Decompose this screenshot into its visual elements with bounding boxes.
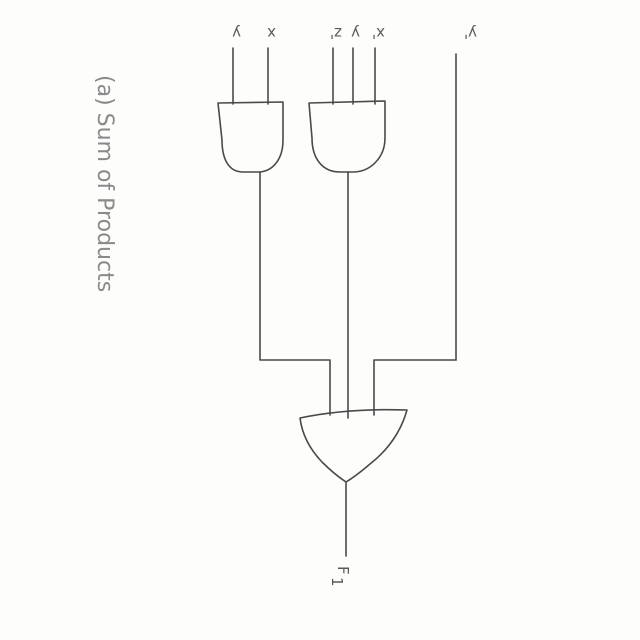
input-label-y-prime: y' <box>464 24 477 42</box>
input-label-z-prime: z' <box>330 24 342 42</box>
wire-and1-to-or <box>259 171 331 416</box>
and-gate-2 <box>308 100 386 173</box>
input-label-x-prime: x' <box>372 24 385 42</box>
output-label: F 1 <box>328 566 352 587</box>
caption: (a) Sum of Products <box>92 75 117 292</box>
or-gate <box>299 408 408 483</box>
and-gate-1 <box>217 101 284 173</box>
output-label-f: F <box>334 566 352 575</box>
input-label-y-second: y <box>351 24 360 42</box>
input-label-y: y <box>232 24 241 42</box>
input-wires <box>232 47 457 361</box>
intermediate-wires <box>259 171 457 419</box>
input-labels: y x z' y x' y' <box>232 24 477 42</box>
output-label-subscript: 1 <box>328 577 346 587</box>
input-label-x: x <box>267 24 276 42</box>
wire-y-prime-to-or <box>373 359 457 416</box>
